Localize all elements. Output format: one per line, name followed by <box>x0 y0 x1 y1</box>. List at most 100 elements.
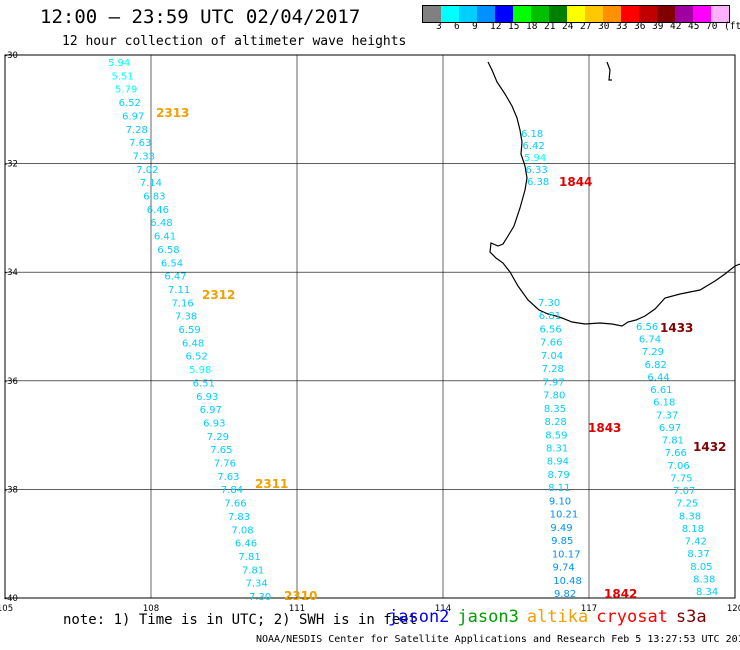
wave-height-value: 8.38 <box>679 511 701 522</box>
wave-height-value: 9.82 <box>554 589 576 600</box>
wave-height-value: 8.18 <box>682 524 704 535</box>
wave-height-value: 7.06 <box>667 461 689 472</box>
wave-height-value: 6.18 <box>521 129 543 140</box>
satellite-legend-item: s3a <box>675 607 707 627</box>
legend-swatch <box>495 6 513 22</box>
wave-height-value: 7.34 <box>245 579 267 590</box>
pass-time-label: 1432 <box>693 440 726 454</box>
wave-height-value: 7.97 <box>542 377 564 388</box>
wave-height-value: 8.28 <box>545 417 567 428</box>
wave-height-value: 7.63 <box>129 138 151 149</box>
wave-height-value: 7.04 <box>541 351 563 362</box>
longitude-label: 120 <box>727 604 740 614</box>
legend-tick: 33 <box>616 21 628 32</box>
map-frame <box>4 54 736 599</box>
wave-height-value: 8.11 <box>548 483 570 494</box>
wave-height-value: 6.52 <box>119 98 141 109</box>
pass-time-label: 1842 <box>604 587 637 601</box>
wave-height-value: 6.97 <box>200 405 222 416</box>
wave-height-value: 7.07 <box>673 486 695 497</box>
legend-tick: 30 <box>598 21 610 32</box>
wave-height-value: 6.82 <box>645 360 667 371</box>
wave-height-value: 8.37 <box>687 549 709 560</box>
wave-height-value: 7.14 <box>140 178 162 189</box>
wave-height-value: 6.83 <box>143 192 165 203</box>
legend-tick: 12 <box>490 21 502 32</box>
wave-height-value: 7.76 <box>214 459 236 470</box>
wave-height-value: 7.66 <box>224 499 246 510</box>
australia-coastline <box>487 61 740 327</box>
legend-swatch <box>693 6 711 22</box>
legend-tick: 18 <box>526 21 538 32</box>
wave-height-value: 6.97 <box>659 423 681 434</box>
wave-height-value: 10.21 <box>550 510 579 521</box>
wave-height-value: 6.46 <box>235 539 257 550</box>
west-coast-line <box>487 61 740 327</box>
wave-height-value: 7.11 <box>168 285 190 296</box>
wave-height-value: 7.02 <box>136 165 158 176</box>
wave-height-value: 6.33 <box>526 165 548 176</box>
legend-tick: 39 <box>652 21 664 32</box>
legend-swatch <box>603 6 621 22</box>
longitude-label: 111 <box>289 604 305 614</box>
wave-height-value: 6.61 <box>650 385 672 396</box>
wave-height-value: 10.48 <box>553 576 582 587</box>
wave-height-value: 6.47 <box>164 272 186 283</box>
wave-height-value: 8.38 <box>693 574 715 585</box>
lat-lon-grid <box>4 54 736 599</box>
wave-height-value: 6.46 <box>147 205 169 216</box>
wave-height-value: 5.79 <box>115 85 137 96</box>
legend-swatch <box>567 6 585 22</box>
wave-height-value: 6.93 <box>203 418 225 429</box>
pass-time-label: 2311 <box>255 477 288 491</box>
wave-height-value: 7.81 <box>238 552 260 563</box>
wave-height-value: 6.54 <box>161 258 183 269</box>
wave-height-value: 6.74 <box>639 335 661 346</box>
wave-height-value: 7.63 <box>217 472 239 483</box>
wave-height-value: 7.66 <box>665 448 687 459</box>
axis-labels: -30 -32 -34 -36 -38 -40105 108 111 114 117 120 <box>0 51 740 614</box>
longitude-label: 105 <box>0 604 13 614</box>
footnote: note: 1) Time is in UTC; 2) SWH is in fe… <box>63 612 418 628</box>
wave-height-value: 6.38 <box>527 177 549 188</box>
legend-swatch <box>549 6 567 22</box>
wave-height-value: 7.33 <box>133 151 155 162</box>
satellite-legend-item: jason3 <box>457 607 519 627</box>
legend-swatch <box>675 6 693 22</box>
pass-time-label: 2310 <box>284 589 317 603</box>
longitude-label: 117 <box>581 604 597 614</box>
wave-height-value: 7.80 <box>543 391 565 402</box>
latitude-label: -30 <box>4 51 18 61</box>
wave-height-value: 7.29 <box>207 432 229 443</box>
satellite-legend-item: jason2 <box>388 607 450 627</box>
wave-height-value: 7.84 <box>221 485 243 496</box>
satellite-legend: jason2 jason3 altika cryosat s3a <box>388 607 715 627</box>
latitude-label: -32 <box>4 160 18 170</box>
legend-tick: 27 <box>580 21 592 32</box>
wave-height-value: 9.74 <box>553 563 575 574</box>
legend-swatch <box>585 6 603 22</box>
pass-time-label: 1843 <box>588 421 621 435</box>
pass-time-label: 2312 <box>202 288 235 302</box>
wave-height-value: 6.44 <box>647 372 669 383</box>
wave-height-value: 6.41 <box>154 232 176 243</box>
wave-height-value: 8.05 <box>690 562 712 573</box>
wave-height-value: 7.81 <box>242 565 264 576</box>
wave-height-value: 6.59 <box>179 325 201 336</box>
wave-height-value: 10.17 <box>552 549 581 560</box>
wave-height-value: 8.79 <box>547 470 569 481</box>
wave-height-value: 6.58 <box>157 245 179 256</box>
legend-swatch <box>711 6 729 22</box>
latitude-label: -36 <box>4 377 18 387</box>
wave-height-value: 6.18 <box>653 398 675 409</box>
pass-time-labels: 2313 2312 2311 2310 1844 1843 1842 1433 1432 <box>156 106 726 603</box>
wave-height-value: 9.49 <box>550 523 572 534</box>
wave-height-value: 7.08 <box>231 525 253 536</box>
wave-height-value: 5.94 <box>524 153 546 164</box>
wave-height-value: 7.25 <box>676 499 698 510</box>
longitude-label: 108 <box>143 604 159 614</box>
wave-height-value: 7.37 <box>656 410 678 421</box>
wave-height-value: 6.56 <box>539 324 561 335</box>
wave-height-value: 6.56 <box>636 322 658 333</box>
latitude-label: -40 <box>4 594 18 604</box>
